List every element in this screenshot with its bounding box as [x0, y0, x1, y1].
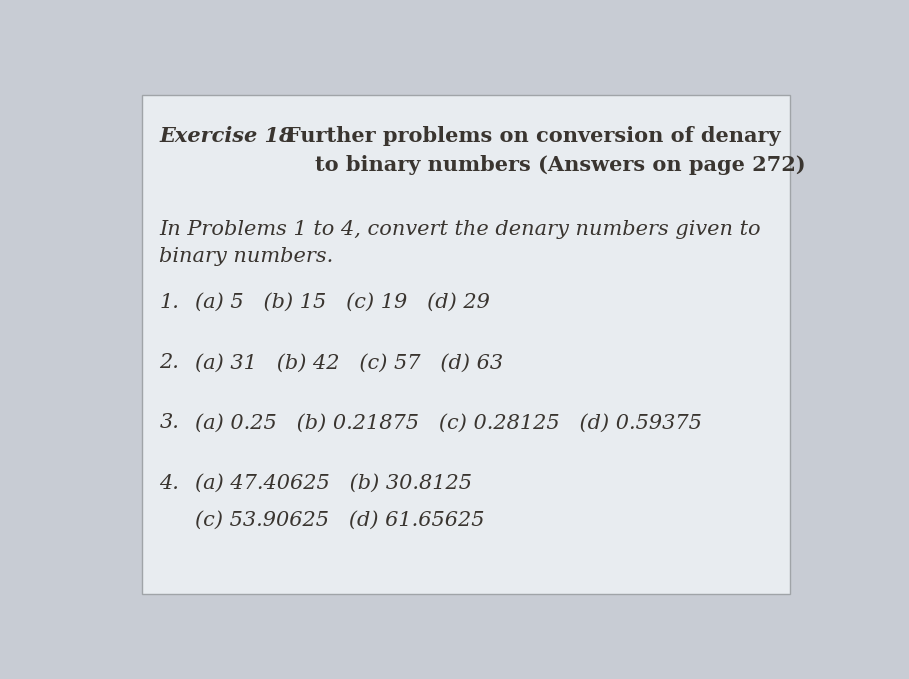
Text: In Problems 1 to 4, convert the denary numbers given to
binary numbers.: In Problems 1 to 4, convert the denary n…: [159, 220, 761, 266]
Text: (a) 5   (b) 15   (c) 19   (d) 29: (a) 5 (b) 15 (c) 19 (d) 29: [195, 293, 490, 312]
Text: 1.: 1.: [159, 293, 179, 312]
Text: 4.: 4.: [159, 474, 179, 492]
Text: (a) 31   (b) 42   (c) 57   (d) 63: (a) 31 (b) 42 (c) 57 (d) 63: [195, 353, 503, 372]
Text: (a) 47.40625   (b) 30.8125: (a) 47.40625 (b) 30.8125: [195, 474, 472, 492]
Text: 2.: 2.: [159, 353, 179, 372]
Text: 3.: 3.: [159, 414, 179, 433]
Text: (a) 0.25   (b) 0.21875   (c) 0.28125   (d) 0.59375: (a) 0.25 (b) 0.21875 (c) 0.28125 (d) 0.5…: [195, 414, 702, 433]
FancyBboxPatch shape: [142, 94, 790, 594]
Text: (c) 53.90625   (d) 61.65625: (c) 53.90625 (d) 61.65625: [195, 511, 484, 530]
Text: Exercise 18: Exercise 18: [159, 126, 294, 146]
Text: Further problems on conversion of denary
    to binary numbers (Answers on page : Further problems on conversion of denary…: [286, 126, 806, 175]
